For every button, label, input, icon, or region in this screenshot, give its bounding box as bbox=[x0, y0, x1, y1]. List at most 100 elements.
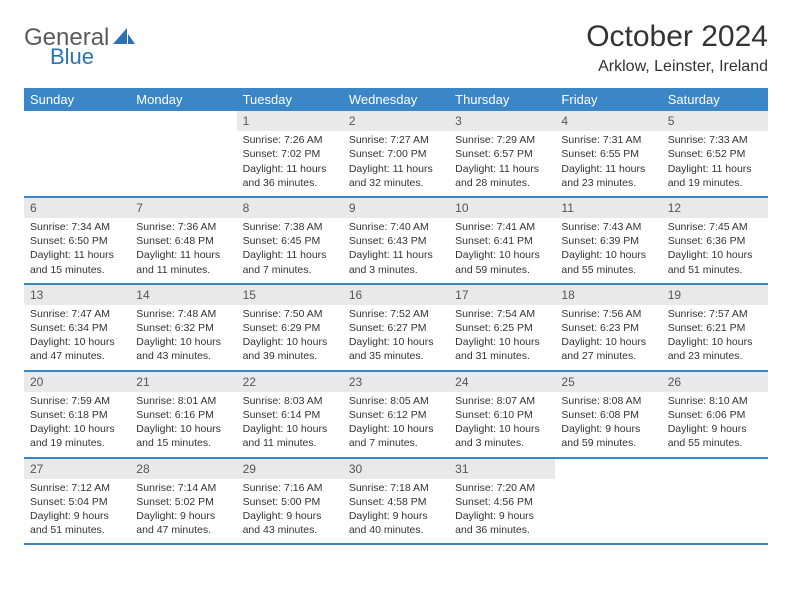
day-info: Sunrise: 7:57 AMSunset: 6:21 PMDaylight:… bbox=[662, 305, 768, 370]
day-info: Sunrise: 7:59 AMSunset: 6:18 PMDaylight:… bbox=[24, 392, 130, 457]
day-number-empty bbox=[555, 459, 661, 479]
calendar-cell: 4Sunrise: 7:31 AMSunset: 6:55 PMDaylight… bbox=[555, 111, 661, 196]
daylight-line: Daylight: 10 hours and 51 minutes. bbox=[668, 248, 762, 276]
day-info: Sunrise: 7:56 AMSunset: 6:23 PMDaylight:… bbox=[555, 305, 661, 370]
calendar-cell: 14Sunrise: 7:48 AMSunset: 6:32 PMDayligh… bbox=[130, 285, 236, 370]
sunrise-line: Sunrise: 8:07 AM bbox=[455, 394, 549, 408]
sunset-line: Sunset: 6:12 PM bbox=[349, 408, 443, 422]
calendar-cell: 13Sunrise: 7:47 AMSunset: 6:34 PMDayligh… bbox=[24, 285, 130, 370]
calendar-cell: 20Sunrise: 7:59 AMSunset: 6:18 PMDayligh… bbox=[24, 372, 130, 457]
calendar-week: 6Sunrise: 7:34 AMSunset: 6:50 PMDaylight… bbox=[24, 198, 768, 285]
daylight-line: Daylight: 11 hours and 3 minutes. bbox=[349, 248, 443, 276]
day-number: 13 bbox=[24, 285, 130, 305]
day-info: Sunrise: 7:14 AMSunset: 5:02 PMDaylight:… bbox=[130, 479, 236, 544]
calendar-cell: 31Sunrise: 7:20 AMSunset: 4:56 PMDayligh… bbox=[449, 459, 555, 544]
sunset-line: Sunset: 6:08 PM bbox=[561, 408, 655, 422]
day-number: 21 bbox=[130, 372, 236, 392]
day-info: Sunrise: 7:33 AMSunset: 6:52 PMDaylight:… bbox=[662, 131, 768, 196]
calendar-cell: 15Sunrise: 7:50 AMSunset: 6:29 PMDayligh… bbox=[237, 285, 343, 370]
sunrise-line: Sunrise: 7:45 AM bbox=[668, 220, 762, 234]
calendar-cell: 23Sunrise: 8:05 AMSunset: 6:12 PMDayligh… bbox=[343, 372, 449, 457]
calendar-cell bbox=[130, 111, 236, 196]
sunrise-line: Sunrise: 8:03 AM bbox=[243, 394, 337, 408]
daylight-line: Daylight: 10 hours and 3 minutes. bbox=[455, 422, 549, 450]
calendar-cell: 16Sunrise: 7:52 AMSunset: 6:27 PMDayligh… bbox=[343, 285, 449, 370]
sunset-line: Sunset: 4:58 PM bbox=[349, 495, 443, 509]
day-number: 1 bbox=[237, 111, 343, 131]
sunrise-line: Sunrise: 7:59 AM bbox=[30, 394, 124, 408]
calendar-cell: 30Sunrise: 7:18 AMSunset: 4:58 PMDayligh… bbox=[343, 459, 449, 544]
weekday-header: Thursday bbox=[449, 88, 555, 111]
weekday-header: Wednesday bbox=[343, 88, 449, 111]
day-info: Sunrise: 8:10 AMSunset: 6:06 PMDaylight:… bbox=[662, 392, 768, 457]
sunset-line: Sunset: 6:14 PM bbox=[243, 408, 337, 422]
sunset-line: Sunset: 6:29 PM bbox=[243, 321, 337, 335]
calendar-cell: 26Sunrise: 8:10 AMSunset: 6:06 PMDayligh… bbox=[662, 372, 768, 457]
day-number: 9 bbox=[343, 198, 449, 218]
daylight-line: Daylight: 9 hours and 43 minutes. bbox=[243, 509, 337, 537]
day-number: 27 bbox=[24, 459, 130, 479]
logo-word2: Blue bbox=[50, 47, 94, 67]
sunrise-line: Sunrise: 7:56 AM bbox=[561, 307, 655, 321]
day-number: 5 bbox=[662, 111, 768, 131]
sunrise-line: Sunrise: 7:18 AM bbox=[349, 481, 443, 495]
day-info: Sunrise: 7:40 AMSunset: 6:43 PMDaylight:… bbox=[343, 218, 449, 283]
sunset-line: Sunset: 6:43 PM bbox=[349, 234, 443, 248]
sunset-line: Sunset: 4:56 PM bbox=[455, 495, 549, 509]
calendar-cell bbox=[24, 111, 130, 196]
sunrise-line: Sunrise: 8:01 AM bbox=[136, 394, 230, 408]
calendar-cell: 3Sunrise: 7:29 AMSunset: 6:57 PMDaylight… bbox=[449, 111, 555, 196]
calendar-cell: 5Sunrise: 7:33 AMSunset: 6:52 PMDaylight… bbox=[662, 111, 768, 196]
calendar-cell bbox=[662, 459, 768, 544]
daylight-line: Daylight: 11 hours and 7 minutes. bbox=[243, 248, 337, 276]
daylight-line: Daylight: 11 hours and 15 minutes. bbox=[30, 248, 124, 276]
day-number: 12 bbox=[662, 198, 768, 218]
calendar-cell: 18Sunrise: 7:56 AMSunset: 6:23 PMDayligh… bbox=[555, 285, 661, 370]
sunset-line: Sunset: 6:45 PM bbox=[243, 234, 337, 248]
day-number: 7 bbox=[130, 198, 236, 218]
sunset-line: Sunset: 6:57 PM bbox=[455, 147, 549, 161]
day-number: 10 bbox=[449, 198, 555, 218]
daylight-line: Daylight: 11 hours and 28 minutes. bbox=[455, 162, 549, 190]
sunset-line: Sunset: 6:16 PM bbox=[136, 408, 230, 422]
weekday-header: Saturday bbox=[662, 88, 768, 111]
sunset-line: Sunset: 6:50 PM bbox=[30, 234, 124, 248]
header-right: October 2024 Arklow, Leinster, Ireland bbox=[586, 20, 768, 76]
weekday-header: Tuesday bbox=[237, 88, 343, 111]
sunrise-line: Sunrise: 7:40 AM bbox=[349, 220, 443, 234]
sunrise-line: Sunrise: 7:12 AM bbox=[30, 481, 124, 495]
calendar-cell: 9Sunrise: 7:40 AMSunset: 6:43 PMDaylight… bbox=[343, 198, 449, 283]
daylight-line: Daylight: 11 hours and 23 minutes. bbox=[561, 162, 655, 190]
sunset-line: Sunset: 6:39 PM bbox=[561, 234, 655, 248]
calendar-week: 13Sunrise: 7:47 AMSunset: 6:34 PMDayligh… bbox=[24, 285, 768, 372]
day-info: Sunrise: 7:18 AMSunset: 4:58 PMDaylight:… bbox=[343, 479, 449, 544]
logo: General Blue bbox=[24, 20, 164, 73]
calendar-cell: 6Sunrise: 7:34 AMSunset: 6:50 PMDaylight… bbox=[24, 198, 130, 283]
logo-sail-icon bbox=[113, 26, 135, 49]
daylight-line: Daylight: 11 hours and 32 minutes. bbox=[349, 162, 443, 190]
day-info: Sunrise: 7:36 AMSunset: 6:48 PMDaylight:… bbox=[130, 218, 236, 283]
day-number: 20 bbox=[24, 372, 130, 392]
sunrise-line: Sunrise: 7:29 AM bbox=[455, 133, 549, 147]
day-number: 29 bbox=[237, 459, 343, 479]
location-text: Arklow, Leinster, Ireland bbox=[586, 58, 768, 76]
sunrise-line: Sunrise: 7:50 AM bbox=[243, 307, 337, 321]
sunrise-line: Sunrise: 7:36 AM bbox=[136, 220, 230, 234]
calendar-cell: 28Sunrise: 7:14 AMSunset: 5:02 PMDayligh… bbox=[130, 459, 236, 544]
day-info: Sunrise: 7:38 AMSunset: 6:45 PMDaylight:… bbox=[237, 218, 343, 283]
calendar-cell: 8Sunrise: 7:38 AMSunset: 6:45 PMDaylight… bbox=[237, 198, 343, 283]
day-number: 18 bbox=[555, 285, 661, 305]
day-info: Sunrise: 8:05 AMSunset: 6:12 PMDaylight:… bbox=[343, 392, 449, 457]
sunrise-line: Sunrise: 8:08 AM bbox=[561, 394, 655, 408]
daylight-line: Daylight: 10 hours and 23 minutes. bbox=[668, 335, 762, 363]
calendar-cell: 11Sunrise: 7:43 AMSunset: 6:39 PMDayligh… bbox=[555, 198, 661, 283]
calendar-grid: 1Sunrise: 7:26 AMSunset: 7:02 PMDaylight… bbox=[24, 111, 768, 545]
day-number: 15 bbox=[237, 285, 343, 305]
day-info: Sunrise: 7:16 AMSunset: 5:00 PMDaylight:… bbox=[237, 479, 343, 544]
day-number: 11 bbox=[555, 198, 661, 218]
calendar-week: 27Sunrise: 7:12 AMSunset: 5:04 PMDayligh… bbox=[24, 459, 768, 546]
day-info: Sunrise: 7:12 AMSunset: 5:04 PMDaylight:… bbox=[24, 479, 130, 544]
sunrise-line: Sunrise: 7:27 AM bbox=[349, 133, 443, 147]
sunrise-line: Sunrise: 7:20 AM bbox=[455, 481, 549, 495]
sunrise-line: Sunrise: 7:47 AM bbox=[30, 307, 124, 321]
